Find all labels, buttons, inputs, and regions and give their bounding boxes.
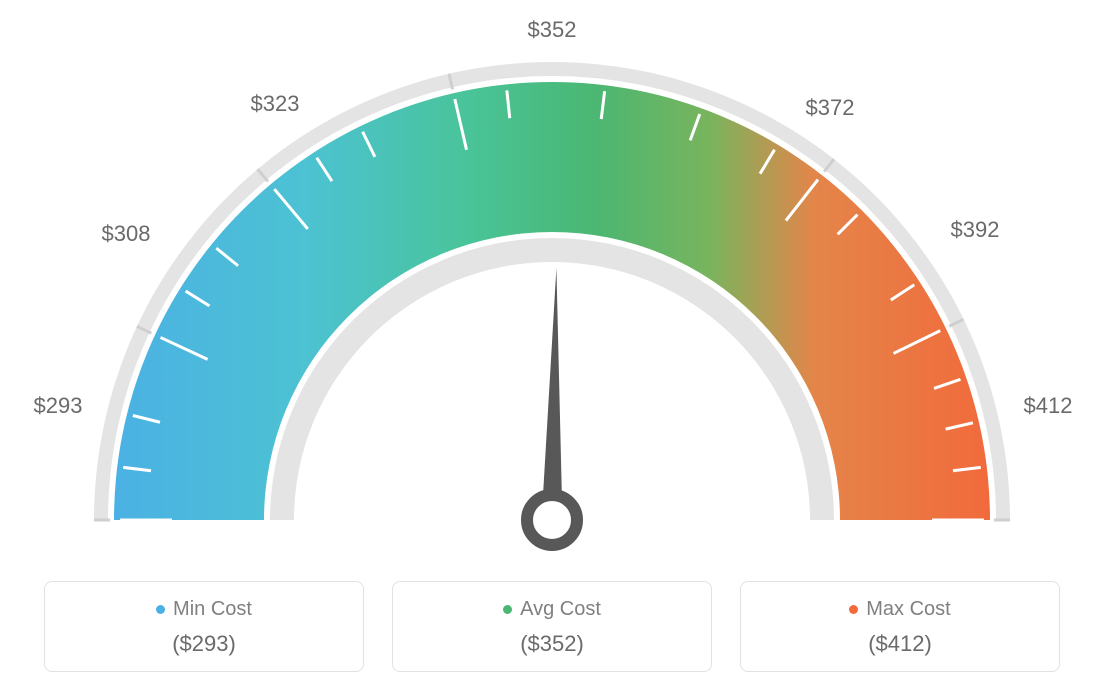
- legend-card-avg: Avg Cost ($352): [392, 581, 712, 672]
- legend-title-text: Avg Cost: [520, 598, 601, 621]
- legend-value-max: ($412): [751, 631, 1049, 657]
- gauge-tick-label: $293: [34, 393, 83, 419]
- legend-title-min: Min Cost: [156, 598, 252, 621]
- gauge-tick-label: $352: [528, 17, 577, 43]
- legend-title-text: Min Cost: [173, 598, 252, 621]
- legend-row: Min Cost ($293) Avg Cost ($352) Max Cost…: [0, 581, 1104, 672]
- legend-title-max: Max Cost: [849, 598, 950, 621]
- legend-card-max: Max Cost ($412): [740, 581, 1060, 672]
- gauge-tick-label: $412: [1024, 393, 1073, 419]
- legend-card-min: Min Cost ($293): [44, 581, 364, 672]
- cost-gauge-chart: $293 $308 $323 $352 $372 $392 $412 Min Cost ($…: [0, 0, 1104, 690]
- legend-value-min: ($293): [55, 631, 353, 657]
- gauge-tick-label: $372: [806, 95, 855, 121]
- gauge-area: $293 $308 $323 $352 $372 $392 $412: [0, 0, 1104, 560]
- gauge-tick-label: $323: [251, 91, 300, 117]
- dot-icon: [849, 605, 858, 614]
- gauge-tick-label: $308: [102, 221, 151, 247]
- gauge-tick-label: $392: [951, 217, 1000, 243]
- legend-value-avg: ($352): [403, 631, 701, 657]
- dot-icon: [156, 605, 165, 614]
- dot-icon: [503, 605, 512, 614]
- legend-title-text: Max Cost: [866, 598, 950, 621]
- legend-title-avg: Avg Cost: [503, 598, 601, 621]
- gauge-svg: [0, 0, 1104, 560]
